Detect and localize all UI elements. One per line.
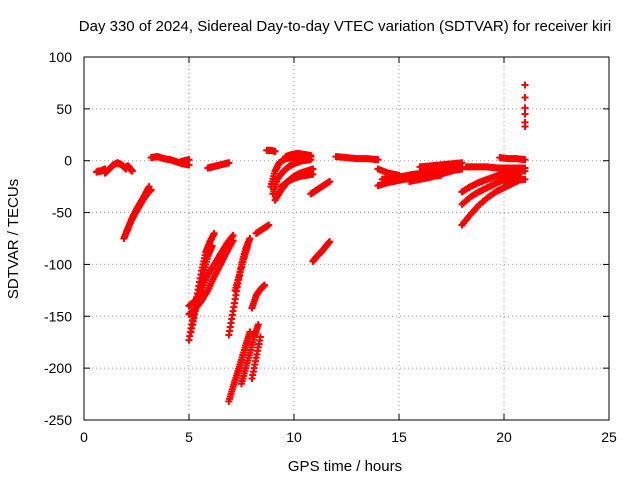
plot-frame bbox=[83, 56, 610, 421]
x-tick-label: 15 bbox=[391, 429, 407, 445]
data-series bbox=[458, 165, 525, 196]
y-axis-label: SDTVAR / TECUs bbox=[5, 179, 22, 299]
data-point bbox=[185, 156, 193, 164]
data-point bbox=[261, 281, 269, 289]
x-axis-label: GPS time / hours bbox=[288, 458, 402, 475]
y-axis-ticks: 100 50 0 -50 -100 -150 -200 -250 bbox=[44, 49, 609, 428]
data-point bbox=[271, 147, 279, 155]
data-series bbox=[238, 321, 262, 388]
y-tick-label: 100 bbox=[49, 49, 73, 65]
data-point bbox=[246, 328, 254, 336]
data-series bbox=[204, 159, 233, 172]
data-series bbox=[122, 186, 155, 237]
data-series bbox=[416, 159, 466, 171]
data-point bbox=[210, 229, 218, 237]
data-point bbox=[521, 167, 529, 175]
data-series bbox=[263, 146, 279, 155]
x-tick-label: 10 bbox=[286, 429, 302, 445]
data-series bbox=[406, 163, 466, 185]
y-tick-label: -50 bbox=[52, 205, 72, 221]
data-series bbox=[225, 328, 254, 405]
data-point bbox=[521, 104, 529, 112]
data-point bbox=[254, 321, 262, 329]
data-point bbox=[326, 238, 334, 246]
data-point bbox=[521, 156, 529, 164]
data-series bbox=[269, 156, 315, 198]
y-tick-label: -250 bbox=[44, 412, 72, 428]
chart-title: Day 330 of 2024, Sidereal Day-to-day VTE… bbox=[79, 18, 611, 35]
x-tick-label: 20 bbox=[496, 429, 512, 445]
data-series bbox=[462, 163, 529, 172]
data-point bbox=[128, 167, 136, 175]
y-tick-label: 0 bbox=[64, 153, 72, 169]
x-tick-label: 5 bbox=[185, 429, 193, 445]
y-tick-label: -150 bbox=[44, 308, 72, 324]
data-point bbox=[244, 242, 252, 250]
data-point bbox=[374, 156, 382, 164]
data-series bbox=[277, 170, 317, 191]
x-tick-label: 0 bbox=[80, 429, 88, 445]
data-point bbox=[521, 122, 529, 130]
data-series bbox=[231, 242, 252, 294]
data-series bbox=[496, 154, 529, 164]
data-series bbox=[309, 238, 334, 265]
grid bbox=[84, 57, 609, 420]
x-tick-label: 25 bbox=[601, 429, 617, 445]
y-tick-label: -100 bbox=[44, 256, 72, 272]
data-point bbox=[246, 235, 254, 242]
data-series bbox=[122, 162, 136, 175]
data-point bbox=[521, 81, 529, 89]
data-series bbox=[248, 333, 264, 383]
data-point bbox=[521, 110, 529, 118]
data-series bbox=[248, 281, 269, 312]
data-series bbox=[374, 165, 403, 179]
data-point bbox=[225, 159, 233, 167]
data-series bbox=[282, 149, 315, 161]
data-marks bbox=[93, 81, 529, 405]
data-series bbox=[185, 237, 237, 318]
data-series bbox=[332, 153, 382, 164]
data-point bbox=[521, 175, 529, 183]
data-point bbox=[147, 186, 155, 194]
data-point bbox=[395, 171, 403, 179]
data-series bbox=[177, 156, 193, 166]
data-point bbox=[307, 152, 315, 160]
data-point bbox=[256, 333, 264, 341]
data-point bbox=[265, 221, 273, 229]
data-series bbox=[500, 175, 529, 185]
data-series bbox=[307, 177, 334, 198]
data-series bbox=[252, 221, 273, 237]
y-tick-label: -200 bbox=[44, 360, 72, 376]
data-point bbox=[326, 177, 334, 185]
x-axis-ticks: 0 5 10 15 20 25 bbox=[80, 57, 617, 445]
data-point bbox=[521, 93, 529, 101]
data-series bbox=[521, 81, 529, 175]
data-point bbox=[208, 242, 216, 250]
data-point bbox=[309, 170, 317, 178]
data-point bbox=[229, 237, 237, 245]
y-tick-label: 50 bbox=[56, 101, 72, 117]
